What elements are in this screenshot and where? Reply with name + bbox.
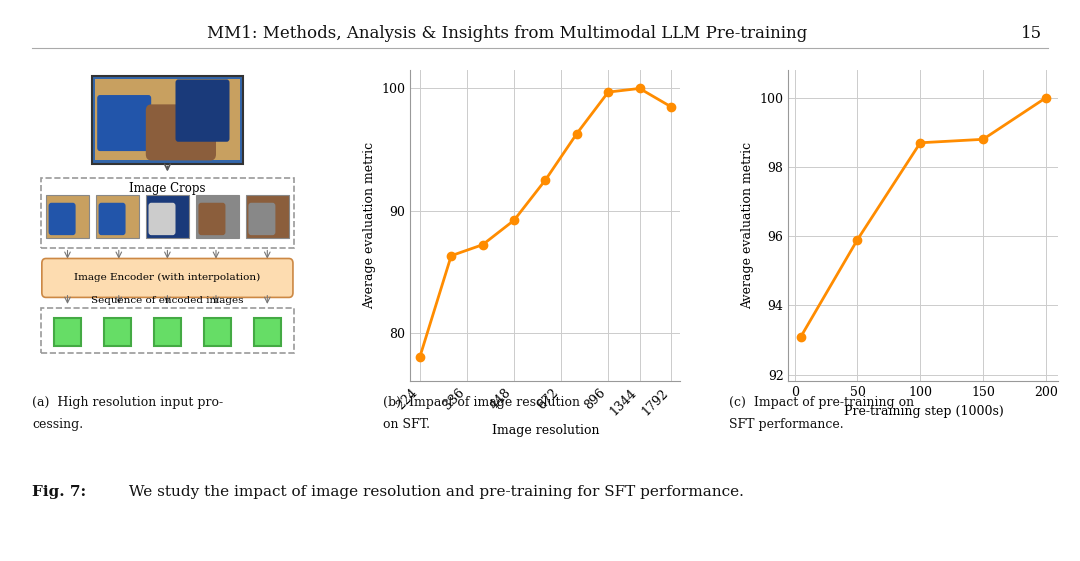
X-axis label: Pre-training step (1000s): Pre-training step (1000s) <box>843 405 1003 418</box>
FancyBboxPatch shape <box>49 203 76 235</box>
FancyBboxPatch shape <box>146 195 189 238</box>
Y-axis label: Average evaluation metric: Average evaluation metric <box>741 142 754 309</box>
FancyBboxPatch shape <box>149 203 176 235</box>
FancyBboxPatch shape <box>176 80 230 142</box>
FancyBboxPatch shape <box>98 203 125 235</box>
Text: cessing.: cessing. <box>32 418 83 431</box>
FancyBboxPatch shape <box>41 177 294 247</box>
FancyBboxPatch shape <box>97 95 151 151</box>
FancyBboxPatch shape <box>46 195 90 238</box>
Text: on SFT.: on SFT. <box>383 418 431 431</box>
X-axis label: Image resolution: Image resolution <box>491 424 599 436</box>
Text: Image Crops: Image Crops <box>130 182 205 195</box>
Text: (c)  Impact of pre-training on: (c) Impact of pre-training on <box>729 396 914 408</box>
FancyBboxPatch shape <box>95 80 241 160</box>
FancyBboxPatch shape <box>146 104 216 160</box>
FancyBboxPatch shape <box>248 203 275 235</box>
Text: SFT performance.: SFT performance. <box>729 418 843 431</box>
FancyBboxPatch shape <box>254 318 281 346</box>
Text: (b)  Impact of image resolution: (b) Impact of image resolution <box>383 396 580 408</box>
Text: MM1: Methods, Analysis & Insights from Multimodal LLM Pre-training: MM1: Methods, Analysis & Insights from M… <box>207 25 808 42</box>
FancyBboxPatch shape <box>199 203 226 235</box>
Text: We study the impact of image resolution and pre-training for SFT performance.: We study the impact of image resolution … <box>124 485 744 499</box>
Text: 15: 15 <box>1021 25 1042 42</box>
FancyBboxPatch shape <box>92 76 243 164</box>
Text: Image Encoder (with interpolation): Image Encoder (with interpolation) <box>75 273 260 282</box>
Y-axis label: Average evaluation metric: Average evaluation metric <box>363 142 376 309</box>
FancyBboxPatch shape <box>246 195 289 238</box>
FancyBboxPatch shape <box>96 195 139 238</box>
FancyBboxPatch shape <box>104 318 131 346</box>
FancyBboxPatch shape <box>54 318 81 346</box>
FancyBboxPatch shape <box>204 318 231 346</box>
FancyBboxPatch shape <box>154 318 181 346</box>
FancyBboxPatch shape <box>41 309 294 353</box>
Text: (a)  High resolution input pro-: (a) High resolution input pro- <box>32 396 224 408</box>
Text: Fig. 7:: Fig. 7: <box>32 485 86 499</box>
FancyBboxPatch shape <box>42 259 293 297</box>
Text: Sequence of encoded images: Sequence of encoded images <box>91 296 244 305</box>
FancyBboxPatch shape <box>195 195 239 238</box>
